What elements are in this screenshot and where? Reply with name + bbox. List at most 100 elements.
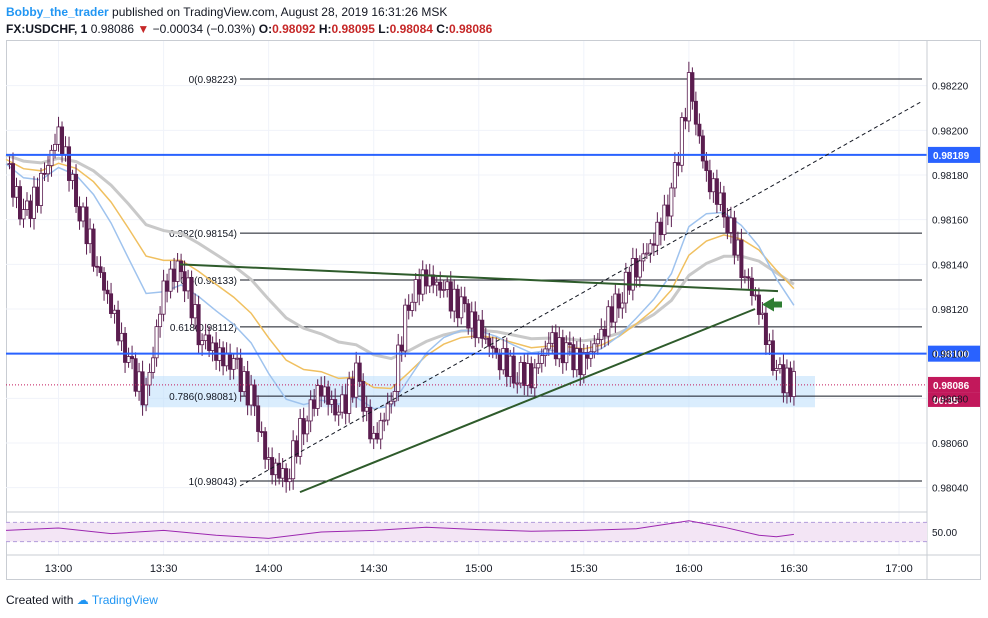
candle-down[interactable] <box>333 399 338 416</box>
candle-down[interactable] <box>357 362 362 382</box>
candle-down[interactable] <box>133 358 138 392</box>
candle-down[interactable] <box>697 123 702 137</box>
candle-down[interactable] <box>11 163 16 198</box>
candle-up[interactable] <box>637 260 642 278</box>
candle-up[interactable] <box>742 276 747 279</box>
candle-up[interactable] <box>200 340 205 346</box>
candle-down[interactable] <box>490 345 495 349</box>
candle-up[interactable] <box>147 371 152 386</box>
candle-down[interactable] <box>312 399 317 409</box>
candle-up[interactable] <box>459 296 464 319</box>
candle-up[interactable] <box>662 204 667 236</box>
candle-up[interactable] <box>620 302 625 309</box>
candle-up[interactable] <box>644 252 649 255</box>
candle-down[interactable] <box>109 293 114 314</box>
candle-up[interactable] <box>392 391 397 402</box>
candle-down[interactable] <box>140 371 145 406</box>
candle-down[interactable] <box>74 173 79 207</box>
candle-down[interactable] <box>721 192 726 218</box>
candle-down[interactable] <box>189 277 194 319</box>
candle-up[interactable] <box>501 348 506 371</box>
candle-up[interactable] <box>210 342 215 351</box>
candle-up[interactable] <box>371 432 376 440</box>
candle-down[interactable] <box>693 100 698 125</box>
candle-up[interactable] <box>280 468 285 479</box>
candle-down[interactable] <box>473 311 478 339</box>
candle-up[interactable] <box>518 361 523 384</box>
candle-down[interactable] <box>725 216 730 233</box>
candle-down[interactable] <box>448 281 453 312</box>
candle-up[interactable] <box>137 371 142 392</box>
candle-up[interactable] <box>329 399 334 405</box>
candle-up[interactable] <box>224 352 229 367</box>
candle-up[interactable] <box>81 206 86 222</box>
candle-up[interactable] <box>175 260 180 282</box>
candle-up[interactable] <box>557 337 562 360</box>
candle-down[interactable] <box>714 178 719 205</box>
candle-up[interactable] <box>242 371 247 393</box>
candle-down[interactable] <box>207 334 212 351</box>
candle-up[interactable] <box>588 351 593 359</box>
candle-up[interactable] <box>574 348 579 371</box>
candle-up[interactable] <box>119 332 124 342</box>
candle-up[interactable] <box>791 371 796 397</box>
candle-down[interactable] <box>130 356 135 360</box>
candle-up[interactable] <box>385 403 390 421</box>
candle-up[interactable] <box>382 419 387 422</box>
candle-up[interactable] <box>760 312 765 315</box>
candle-down[interactable] <box>529 363 534 389</box>
candle-up[interactable] <box>49 149 54 167</box>
candle-up[interactable] <box>308 399 313 422</box>
candle-down[interactable] <box>770 340 775 371</box>
candle-down[interactable] <box>438 281 443 291</box>
candle-down[interactable] <box>172 268 177 282</box>
candle-up[interactable] <box>186 277 191 292</box>
candle-down[interactable] <box>462 296 467 305</box>
candle-down[interactable] <box>95 265 100 268</box>
candle-up[interactable] <box>403 304 408 352</box>
candle-up[interactable] <box>536 363 541 369</box>
candle-up[interactable] <box>728 217 733 233</box>
candle-down[interactable] <box>18 186 23 220</box>
candle-up[interactable] <box>340 394 345 413</box>
candle-down[interactable] <box>179 260 184 273</box>
candle-up[interactable] <box>203 334 208 341</box>
candle-up[interactable] <box>410 301 415 311</box>
candle-up[interactable] <box>469 311 474 329</box>
candle-up[interactable] <box>56 126 61 145</box>
candle-down[interactable] <box>284 468 289 483</box>
candle-down[interactable] <box>417 279 422 295</box>
candle-up[interactable] <box>543 348 548 357</box>
candle-up[interactable] <box>539 355 544 364</box>
candle-down[interactable] <box>602 328 607 337</box>
candle-up[interactable] <box>249 384 254 406</box>
candle-down[interactable] <box>487 337 492 347</box>
candle-down[interactable] <box>245 371 250 406</box>
candle-down[interactable] <box>259 431 264 433</box>
candle-up[interactable] <box>550 332 555 344</box>
candle-down[interactable] <box>228 352 233 370</box>
candle-up[interactable] <box>420 269 425 295</box>
candle-up[interactable] <box>445 281 450 290</box>
candle-up[interactable] <box>581 352 586 376</box>
candle-up[interactable] <box>39 172 44 206</box>
candle-up[interactable] <box>413 279 418 303</box>
candle-down[interactable] <box>406 304 411 311</box>
candle-up[interactable] <box>648 243 653 254</box>
candle-down[interactable] <box>263 431 268 460</box>
candle-down[interactable] <box>763 312 768 345</box>
candle-up[interactable] <box>483 337 488 340</box>
candle-down[interactable] <box>690 72 695 102</box>
candle-up[interactable] <box>672 162 677 189</box>
symbol-label[interactable]: FX:USDCHF, 1 <box>6 22 88 36</box>
candle-down[interactable] <box>361 381 366 412</box>
author-name[interactable]: Bobby_the_trader <box>6 5 109 19</box>
candle-down[interactable] <box>732 217 737 256</box>
candle-up[interactable] <box>434 281 439 286</box>
candle-up[interactable] <box>25 200 30 210</box>
candle-down[interactable] <box>252 384 257 407</box>
candle-down[interactable] <box>256 405 261 432</box>
candle-up[interactable] <box>753 294 758 297</box>
candle-down[interactable] <box>560 337 565 364</box>
candle-down[interactable] <box>658 221 663 236</box>
